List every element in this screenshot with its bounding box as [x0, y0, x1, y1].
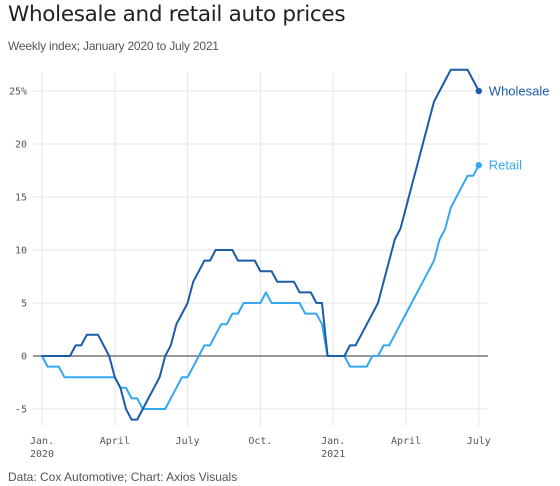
y-tick-label: 15 [15, 193, 27, 204]
x-tick-label: Jan. [321, 436, 345, 447]
y-tick-label: -5 [15, 405, 27, 416]
retail-label: Retail [489, 158, 522, 173]
y-tick-label: 0 [21, 352, 27, 363]
retail-end-point [475, 162, 482, 169]
y-tick-label: 20 [15, 140, 27, 151]
y-tick-label: 5 [21, 299, 27, 310]
y-tick-label: 10 [15, 246, 27, 257]
chart-source: Data: Cox Automotive; Chart: Axios Visua… [8, 470, 238, 484]
wholesale-end-point [475, 87, 482, 95]
wholesale-label: Wholesale [489, 84, 550, 99]
y-axis-ticks: -5 0 5 10 15 20 25% [9, 87, 27, 416]
chart-subtitle: Weekly index; January 2020 to July 2021 [8, 39, 219, 53]
chart-title: Wholesale and retail auto prices [8, 2, 346, 27]
x-tick-label: Oct. [248, 436, 272, 447]
x-tick-label: April [100, 436, 130, 447]
x-tick-label: July [176, 436, 200, 447]
x-tick-sublabel: 2020 [30, 449, 54, 460]
x-tick-label: April [391, 436, 421, 447]
x-axis-ticks: Jan. 2020 April July Oct. Jan. 2021 April July [30, 436, 491, 460]
y-tick-label: 25% [9, 87, 27, 98]
series-labels: Retail Wholesale [489, 84, 550, 173]
series-lines [41, 68, 482, 421]
x-tick-label: Jan. [30, 436, 54, 447]
grid-lines [33, 73, 488, 426]
x-tick-label: July [467, 436, 491, 447]
wholesale-line [41, 68, 480, 421]
x-tick-sublabel: 2021 [321, 449, 345, 460]
